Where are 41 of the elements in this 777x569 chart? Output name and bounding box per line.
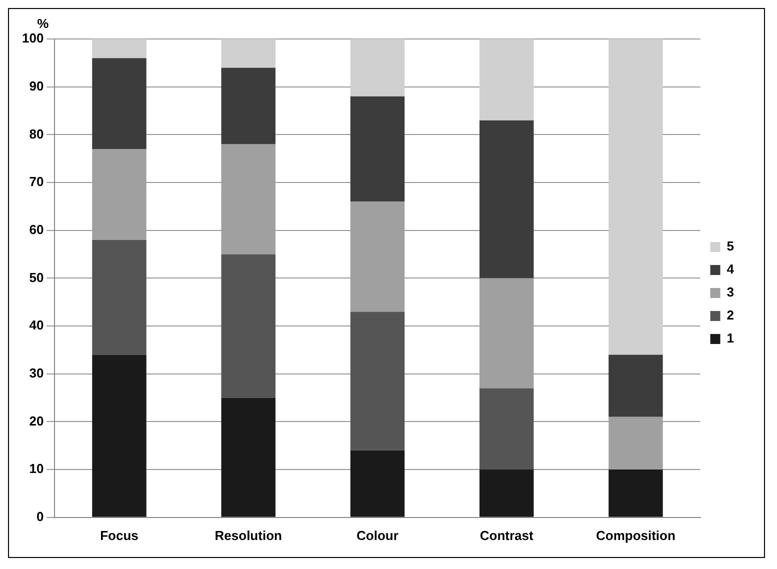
bar [350, 96, 405, 202]
bar [350, 450, 405, 517]
bar [608, 354, 663, 417]
bar [479, 470, 534, 517]
y-tick-label: 50 [29, 270, 44, 285]
y-tick-label: 70 [29, 174, 44, 190]
bar [479, 388, 534, 470]
y-tick-label: 40 [29, 318, 44, 333]
bar [221, 254, 276, 398]
bar [221, 68, 276, 144]
bar [479, 39, 534, 120]
legend-label: 5 [726, 238, 734, 254]
legend-label: 1 [726, 330, 734, 346]
y-tick-label: 20 [29, 413, 44, 428]
bar [92, 354, 146, 517]
x-tick-label: Colour [356, 528, 398, 543]
bar [92, 39, 146, 58]
x-tick-label: Resolution [214, 528, 282, 543]
bar [608, 470, 663, 517]
legend-label: 3 [726, 284, 734, 300]
y-tick-label: 30 [29, 365, 44, 380]
y-tick-label: 60 [29, 222, 44, 237]
y-axis-title: % [37, 16, 50, 32]
bar [350, 39, 405, 96]
bar [608, 39, 663, 355]
x-tick-label: Contrast [480, 528, 534, 543]
bar [92, 58, 146, 150]
bar [92, 240, 146, 355]
y-tick-label: 10 [29, 461, 44, 476]
legend-label: 4 [726, 262, 735, 277]
y-tick-label: 90 [29, 78, 44, 94]
y-tick-label: 0 [36, 508, 44, 524]
legend-label: 2 [726, 308, 734, 323]
bar [350, 312, 405, 450]
y-tick-label: 100 [22, 30, 44, 46]
x-tick-label: Composition [596, 528, 676, 543]
x-tick-label: Focus [100, 528, 138, 543]
bar [221, 39, 276, 68]
bar [221, 398, 276, 517]
bar [479, 120, 534, 278]
y-tick-label: 80 [29, 126, 44, 142]
